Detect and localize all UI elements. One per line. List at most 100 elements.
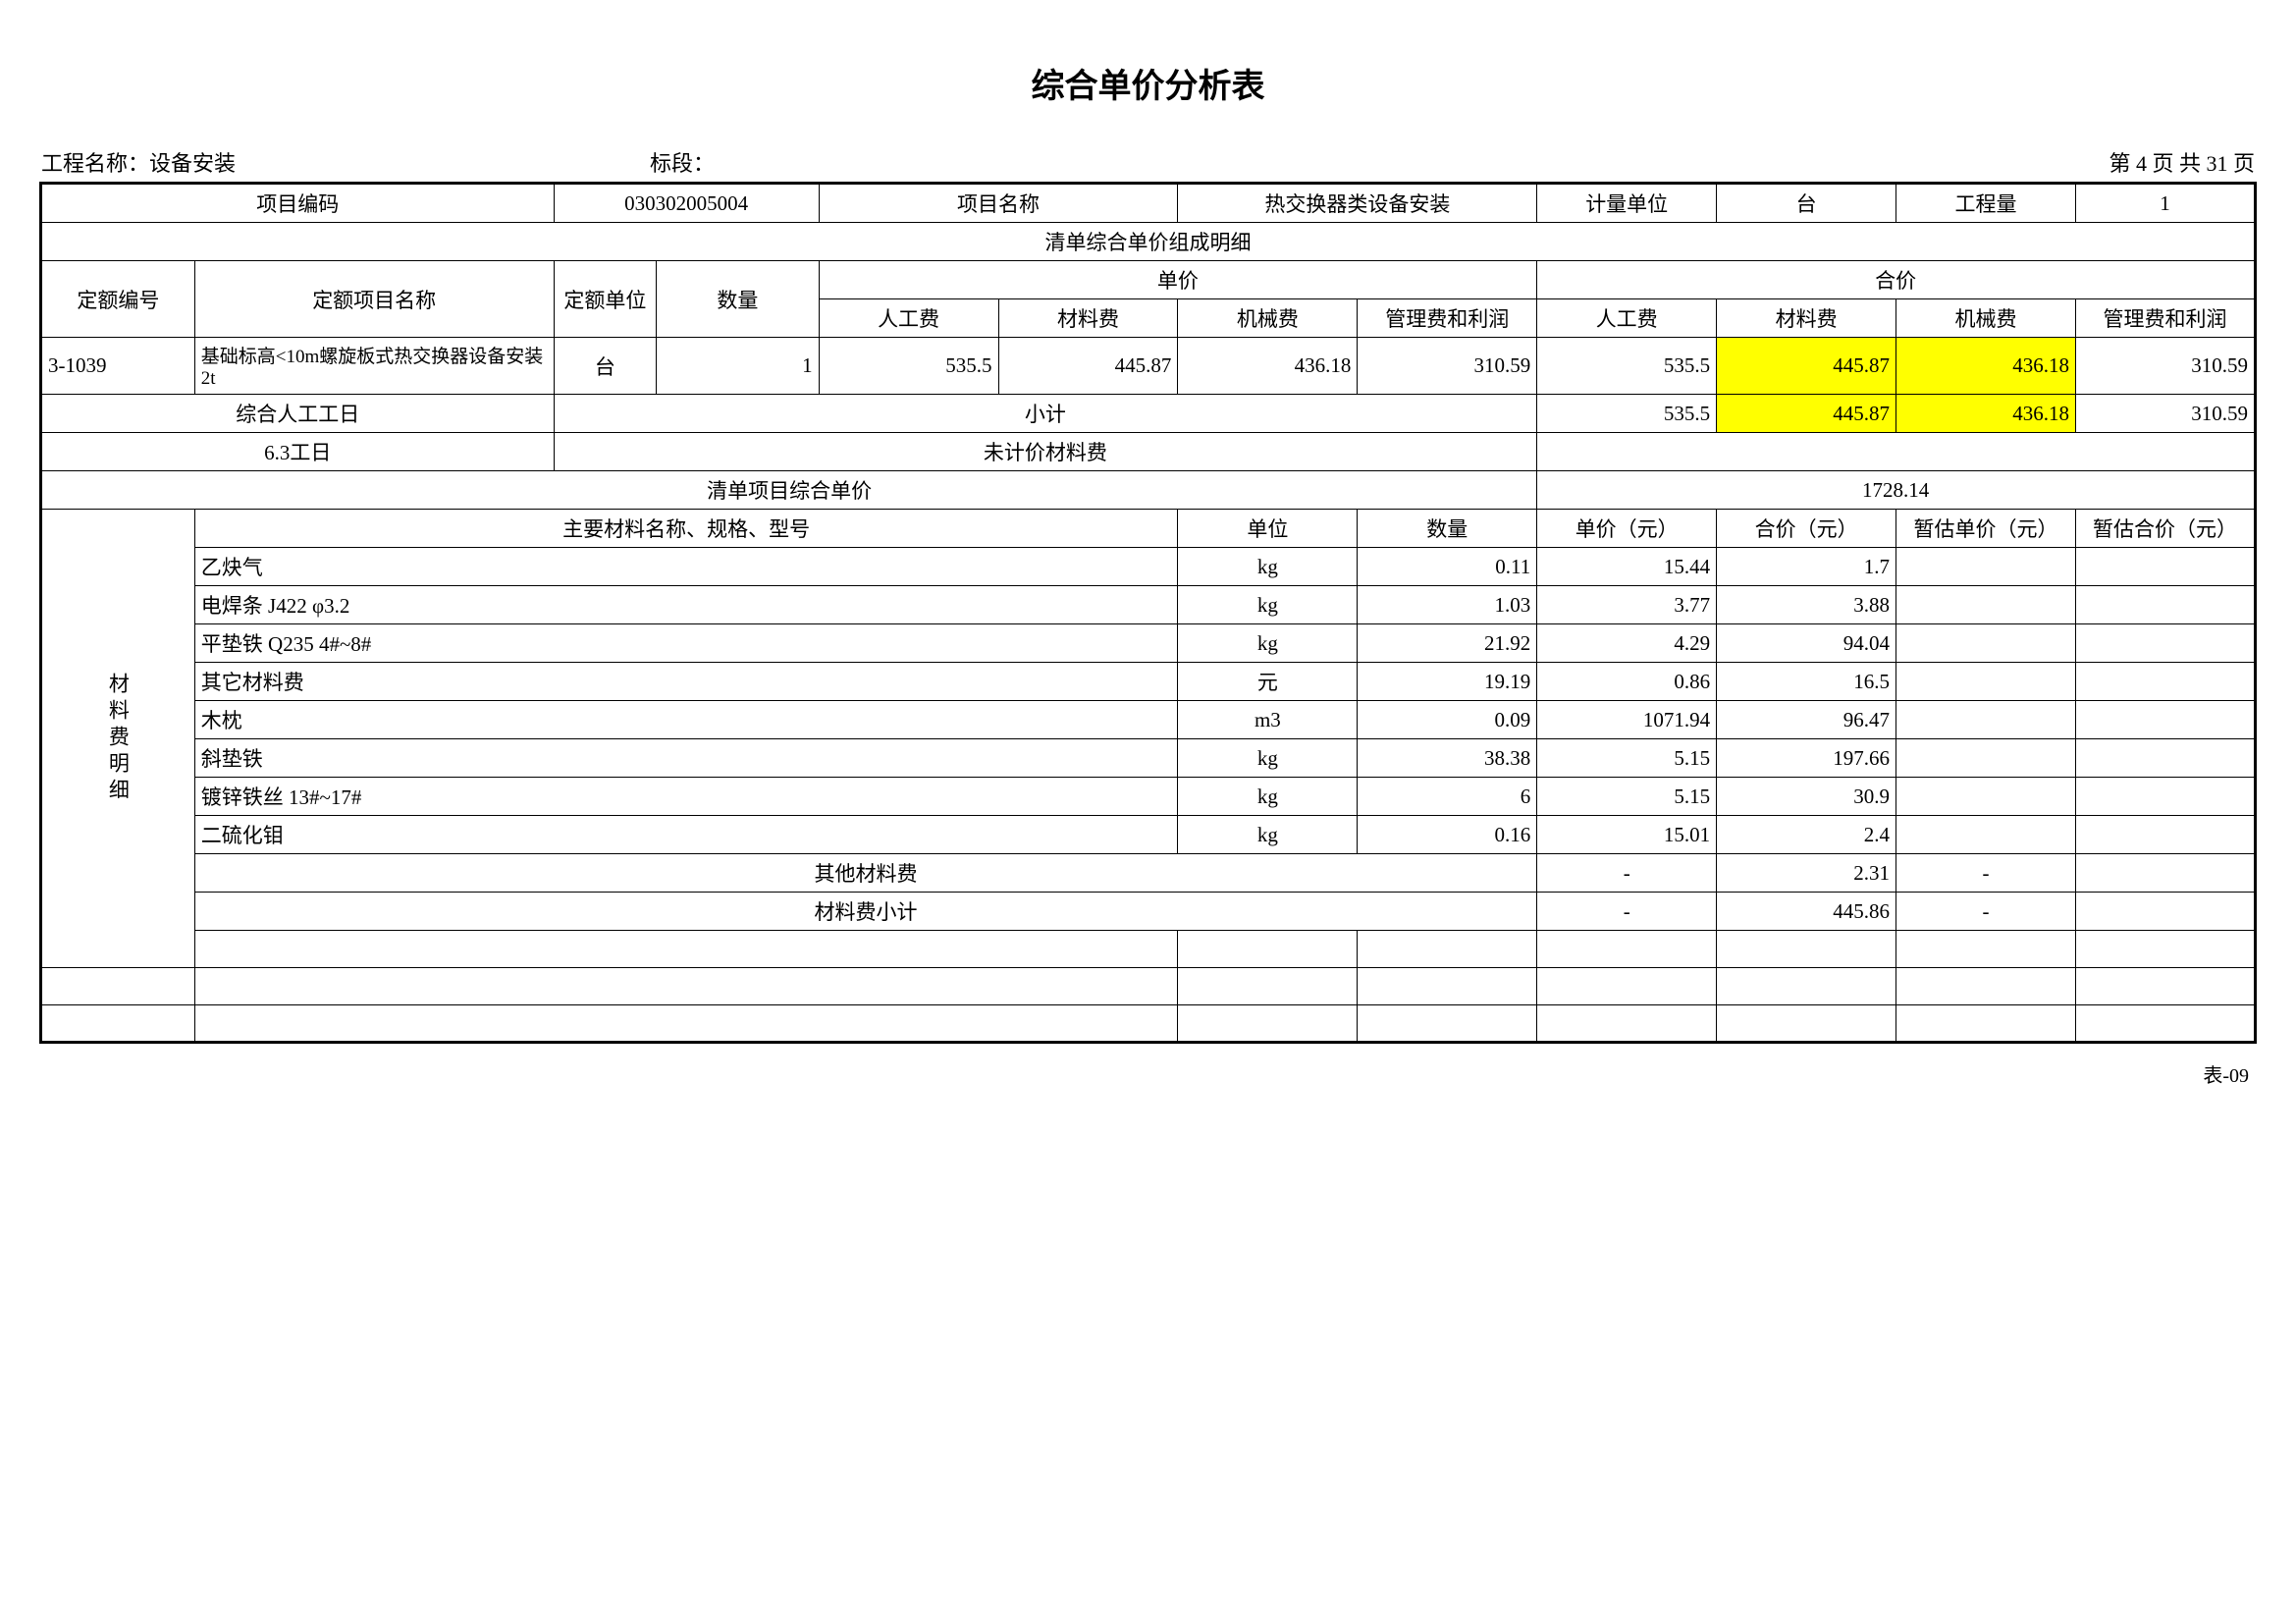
mat-h-unit: 单位 <box>1178 510 1358 548</box>
col-quota-unit: 定额单位 <box>554 261 657 338</box>
mat-h-name: 主要材料名称、规格、型号 <box>194 510 1178 548</box>
col-qty: 数量 <box>657 261 819 338</box>
mat-tp: 3.88 <box>1717 586 1896 624</box>
other-tp: 2.31 <box>1717 854 1896 893</box>
mat-up: 1071.94 <box>1537 701 1717 739</box>
subtotal-label: 小计 <box>554 395 1537 433</box>
col-up-mgmt: 管理费和利润 <box>1358 299 1537 338</box>
empty-cell <box>1358 1005 1537 1043</box>
mat-up: 5.15 <box>1537 739 1717 778</box>
empty-cell <box>1358 931 1537 968</box>
col-tp-material: 材料费 <box>1717 299 1896 338</box>
mat-up: 15.44 <box>1537 548 1717 586</box>
mat-estup <box>1896 816 2076 854</box>
mat-unit: kg <box>1178 624 1358 663</box>
mat-row: 二硫化钼 kg 0.16 15.01 2.4 <box>41 816 2256 854</box>
mat-sub-est: - <box>1896 893 2076 931</box>
mat-estup <box>1896 663 2076 701</box>
mat-h-est-up: 暂估单价（元） <box>1896 510 2076 548</box>
empty-cell <box>1178 1005 1358 1043</box>
mat-qty: 38.38 <box>1358 739 1537 778</box>
mat-tp: 30.9 <box>1717 778 1896 816</box>
section-header: 清单综合单价组成明细 <box>41 223 2256 261</box>
col-up-material: 材料费 <box>998 299 1178 338</box>
mat-name: 木枕 <box>194 701 1178 739</box>
mat-esttp <box>2075 778 2255 816</box>
mat-estup <box>1896 624 2076 663</box>
cell-up-machine: 436.18 <box>1178 338 1358 395</box>
mat-unit: kg <box>1178 586 1358 624</box>
empty-cell <box>1537 931 1717 968</box>
labor-day-label: 综合人工工日 <box>41 395 555 433</box>
col-tp-labor: 人工费 <box>1537 299 1717 338</box>
mat-tp: 197.66 <box>1717 739 1896 778</box>
other-esttp <box>2075 854 2255 893</box>
mat-name: 其它材料费 <box>194 663 1178 701</box>
col-quota-name: 定额项目名称 <box>194 261 554 338</box>
col-up-labor: 人工费 <box>819 299 998 338</box>
mat-qty: 0.16 <box>1358 816 1537 854</box>
item-code: 030302005004 <box>554 184 819 223</box>
project-name: 设备安装 <box>149 151 236 176</box>
mat-up: 15.01 <box>1537 816 1717 854</box>
mat-unit: kg <box>1178 778 1358 816</box>
empty-cell <box>1896 968 2076 1005</box>
sub-material: 445.87 <box>1717 395 1896 433</box>
material-side-label: 材料费明细 <box>41 510 195 968</box>
mat-sub-label: 材料费小计 <box>194 893 1536 931</box>
mat-row: 乙炔气 kg 0.11 15.44 1.7 <box>41 548 2256 586</box>
sub-mgmt: 310.59 <box>2075 395 2255 433</box>
unpriced-value <box>1537 433 2256 471</box>
mat-row: 其它材料费 元 19.19 0.86 16.5 <box>41 663 2256 701</box>
mat-unit: kg <box>1178 739 1358 778</box>
mat-estup <box>1896 739 2076 778</box>
mat-unit: kg <box>1178 548 1358 586</box>
cell-unit: 台 <box>554 338 657 395</box>
mat-esttp <box>2075 701 2255 739</box>
col-quota-no: 定额编号 <box>41 261 195 338</box>
item-name-label: 项目名称 <box>819 184 1178 223</box>
empty-cell <box>2075 1005 2255 1043</box>
list-price-label: 清单项目综合单价 <box>41 471 1537 510</box>
mat-h-unitprice: 单价（元） <box>1537 510 1717 548</box>
mat-h-total: 合价（元） <box>1717 510 1896 548</box>
col-totalprice: 合价 <box>1537 261 2256 299</box>
item-name: 热交换器类设备安装 <box>1178 184 1537 223</box>
mat-unit: m3 <box>1178 701 1358 739</box>
qty-value: 1 <box>2075 184 2255 223</box>
mat-esttp <box>2075 624 2255 663</box>
other-mat-label: 其他材料费 <box>194 854 1536 893</box>
item-code-label: 项目编码 <box>41 184 555 223</box>
cell-qty: 1 <box>657 338 819 395</box>
col-tp-mgmt: 管理费和利润 <box>2075 299 2255 338</box>
mat-name: 斜垫铁 <box>194 739 1178 778</box>
list-price-value: 1728.14 <box>1537 471 2256 510</box>
footer-label: 表-09 <box>39 1059 2257 1088</box>
col-unitprice: 单价 <box>819 261 1537 299</box>
mat-tp: 1.7 <box>1717 548 1896 586</box>
labor-day-value: 6.3工日 <box>41 433 555 471</box>
empty-cell <box>41 1005 195 1043</box>
other-est: - <box>1896 854 2076 893</box>
mat-esttp <box>2075 739 2255 778</box>
cell-tp-material: 445.87 <box>1717 338 1896 395</box>
data-row: 3-1039 基础标高<10m螺旋板式热交换器设备安装2t 台 1 535.5 … <box>41 338 2256 395</box>
mat-estup <box>1896 701 2076 739</box>
mat-name: 电焊条 J422 φ3.2 <box>194 586 1178 624</box>
mat-h-est-tp: 暂估合价（元） <box>2075 510 2255 548</box>
sub-machine: 436.18 <box>1896 395 2076 433</box>
cell-tp-machine: 436.18 <box>1896 338 2076 395</box>
empty-cell <box>2075 968 2255 1005</box>
mat-sub-tp: 445.86 <box>1717 893 1896 931</box>
empty-cell <box>194 968 1178 1005</box>
empty-cell <box>1178 968 1358 1005</box>
empty-cell <box>2075 931 2255 968</box>
page-number: 第 4 页 共 31 页 <box>2039 146 2255 178</box>
mat-h-qty: 数量 <box>1358 510 1537 548</box>
mat-qty: 1.03 <box>1358 586 1537 624</box>
mat-qty: 21.92 <box>1358 624 1537 663</box>
mat-unit: kg <box>1178 816 1358 854</box>
empty-cell <box>1537 1005 1717 1043</box>
empty-cell <box>1717 1005 1896 1043</box>
empty-cell <box>194 1005 1178 1043</box>
